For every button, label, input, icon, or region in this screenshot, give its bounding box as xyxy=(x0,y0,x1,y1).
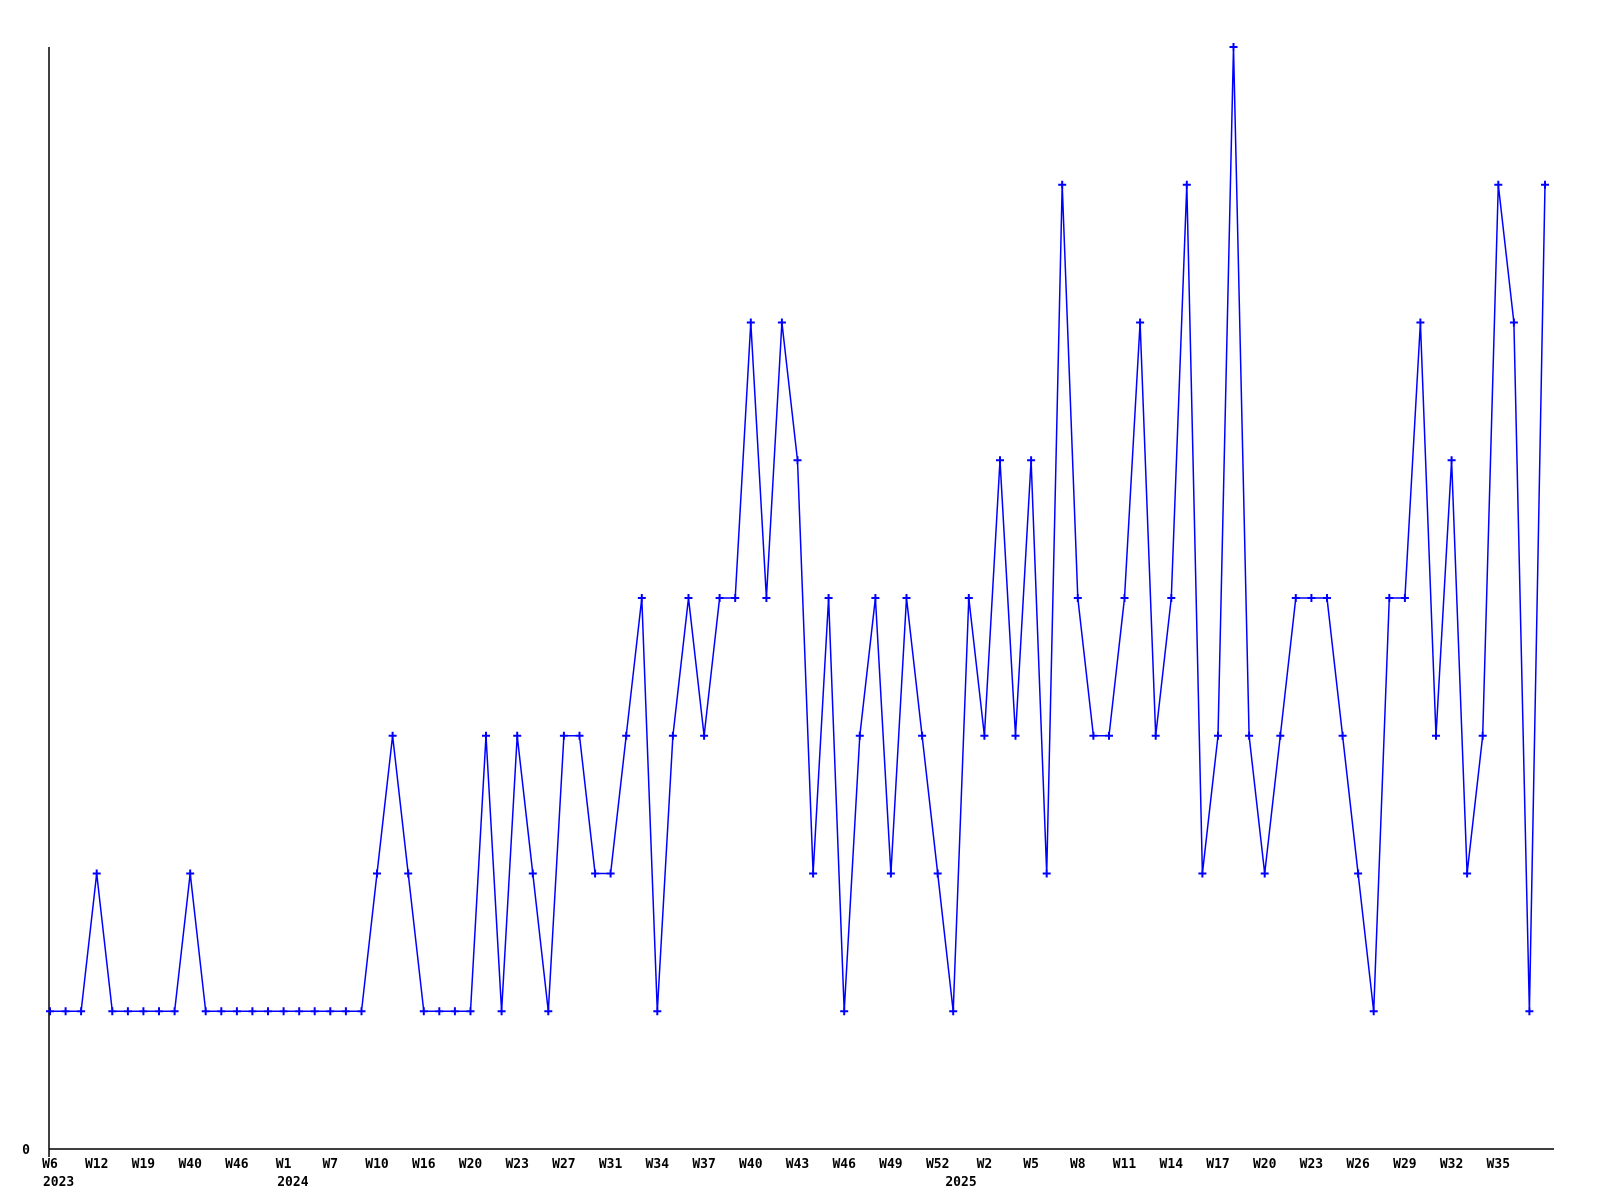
x-tick-label: W46 xyxy=(225,1157,249,1172)
year-label: 2024 xyxy=(277,1175,308,1190)
x-tick-label: W23 xyxy=(505,1157,528,1172)
x-tick-label: W40 xyxy=(178,1157,202,1172)
axes xyxy=(48,47,1554,1157)
year-label: 2025 xyxy=(945,1175,976,1190)
x-tick-label: W19 xyxy=(132,1157,155,1172)
data-series xyxy=(46,43,1549,1016)
x-tick-label: W43 xyxy=(786,1157,809,1172)
y-axis-zero-label: 0 xyxy=(22,1143,30,1158)
x-tick-label: W29 xyxy=(1393,1157,1416,1172)
x-tick-label: W20 xyxy=(459,1157,483,1172)
x-tick-label: W10 xyxy=(365,1157,389,1172)
x-tick-label: W46 xyxy=(832,1157,856,1172)
x-tick-label: W37 xyxy=(692,1157,715,1172)
x-tick-label: W23 xyxy=(1300,1157,1323,1172)
x-tick-label: W7 xyxy=(322,1157,338,1172)
x-tick-label: W40 xyxy=(739,1157,763,1172)
year-label: 2023 xyxy=(43,1175,74,1190)
x-tick-label: W35 xyxy=(1487,1157,1510,1172)
x-tick-label: W6 xyxy=(42,1157,58,1172)
x-tick-label: W49 xyxy=(879,1157,902,1172)
x-tick-label: W26 xyxy=(1346,1157,1370,1172)
x-tick-label: W8 xyxy=(1070,1157,1086,1172)
x-tick-label: W12 xyxy=(85,1157,108,1172)
x-tick-label: W27 xyxy=(552,1157,575,1172)
x-tick-label: W17 xyxy=(1206,1157,1229,1172)
x-tick-label: W32 xyxy=(1440,1157,1463,1172)
data-series-line xyxy=(50,46,1546,1013)
x-tick-label: W11 xyxy=(1113,1157,1137,1172)
x-tick-label: W14 xyxy=(1160,1157,1184,1172)
x-tick-label: W1 xyxy=(276,1157,292,1172)
x-tick-label: W2 xyxy=(977,1157,993,1172)
x-tick-label: W34 xyxy=(646,1157,670,1172)
x-tick-label: W31 xyxy=(599,1157,623,1172)
axis-labels: W6 W12 W19 W40 W46 W1 W7 W10 W16 W20 W23 W27 W31 W34 W… xyxy=(42,1157,1510,1190)
x-tick-label: W20 xyxy=(1253,1157,1277,1172)
x-tick-label: W5 xyxy=(1023,1157,1039,1172)
data-point-markers xyxy=(46,43,1549,1016)
x-tick-label: W52 xyxy=(926,1157,949,1172)
x-tick-label: W16 xyxy=(412,1157,436,1172)
